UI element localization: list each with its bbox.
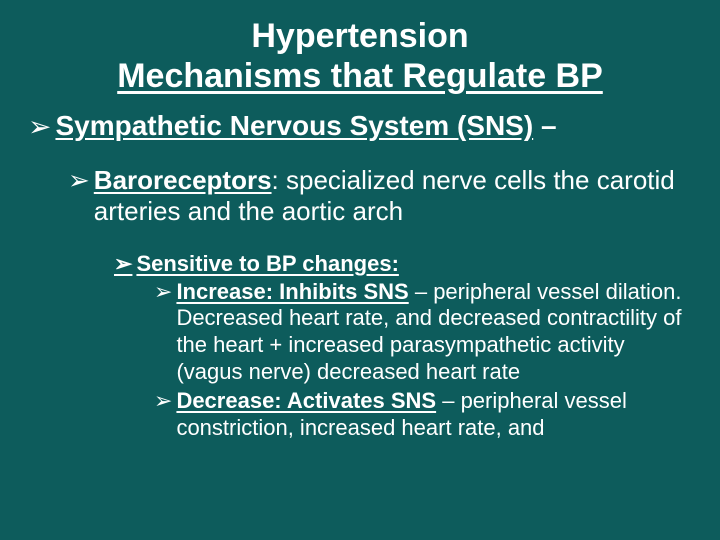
title-line1: Hypertension (251, 17, 468, 55)
level3-text: Sensitive to BP changes: (136, 251, 398, 277)
bullet-level4-increase: ➢ Increase: Inhibits SNS – peripheral ve… (154, 279, 692, 386)
chevron-icon: ➢ (154, 279, 172, 306)
level4b-text: Decrease: Activates SNS – peripheral ves… (176, 388, 688, 442)
level4b-term: Decrease: Activates SNS (176, 388, 436, 413)
level1-underlined: Sympathetic Nervous System (SNS) (55, 110, 533, 141)
chevron-icon: ➢ (28, 110, 51, 143)
chevron-icon: ➢ (114, 251, 132, 277)
level2-term: Baroreceptors (94, 165, 272, 195)
bullet-level1: ➢ Sympathetic Nervous System (SNS) – (28, 110, 692, 143)
title-line2: Mechanisms that Regulate BP (117, 57, 603, 95)
bullet-level4-decrease: ➢ Decrease: Activates SNS – peripheral v… (154, 388, 692, 442)
level4a-text: Increase: Inhibits SNS – peripheral vess… (176, 279, 688, 386)
chevron-icon: ➢ (68, 165, 90, 196)
level4a-term: Increase: Inhibits SNS (176, 279, 408, 304)
chevron-icon: ➢ (154, 388, 172, 415)
slide: Hypertension Mechanisms that Regulate BP… (0, 0, 720, 540)
level2-text: Baroreceptors: specialized nerve cells t… (94, 165, 692, 226)
slide-title: Hypertension Mechanisms that Regulate BP (28, 16, 692, 96)
level1-text: Sympathetic Nervous System (SNS) – (55, 110, 556, 142)
bullet-level2: ➢ Baroreceptors: specialized nerve cells… (68, 165, 692, 226)
bullet-level3: ➢ Sensitive to BP changes: (114, 251, 692, 277)
level1-trailer: – (533, 110, 556, 141)
